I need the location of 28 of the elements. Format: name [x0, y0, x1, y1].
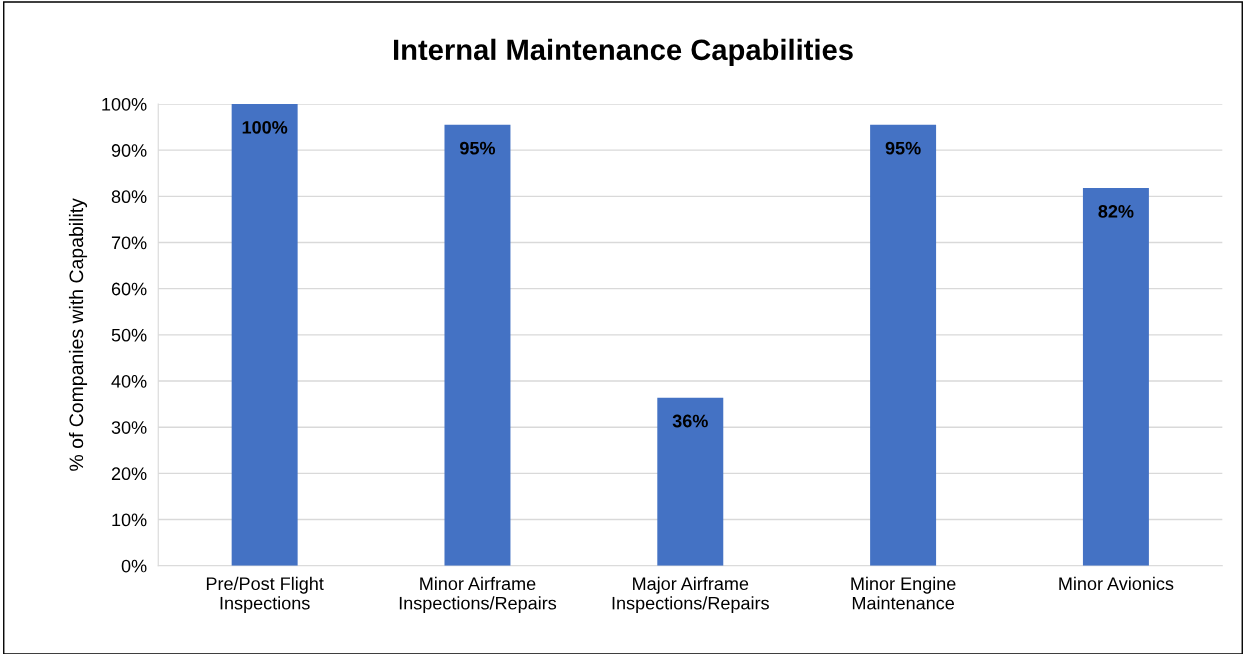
y-tick-label: 30%	[111, 421, 147, 434]
bar	[1082, 188, 1149, 566]
y-tick-label: 0%	[121, 559, 147, 573]
bar	[870, 124, 937, 566]
bar	[231, 103, 298, 566]
y-tick-label: 70%	[111, 236, 147, 250]
data-label: 100%	[242, 120, 288, 134]
data-label: 36%	[672, 414, 708, 428]
y-tick-label: 100%	[102, 97, 147, 111]
bar	[444, 124, 511, 566]
y-tick-label: 40%	[111, 374, 147, 388]
x-tick-label: Minor Engine Maintenance	[851, 576, 956, 610]
x-tick-label: Minor Airframe Inspections/Repairs	[399, 576, 557, 614]
y-tick-label: 50%	[111, 328, 147, 342]
data-label: 82%	[1098, 205, 1134, 218]
x-tick-label: Minor Avionics	[1059, 576, 1174, 591]
y-axis-title: % of Companies with Capability	[68, 198, 88, 471]
x-tick-label: Major Airframe Inspections/Repairs	[612, 576, 769, 614]
y-tick-label: 80%	[111, 190, 147, 204]
y-tick-label: 60%	[111, 282, 147, 296]
y-tick-label: 90%	[111, 144, 147, 157]
x-tick-label: Pre/Post Flight Inspections	[206, 576, 324, 614]
y-tick-label: 10%	[112, 513, 147, 527]
data-label: 95%	[885, 141, 921, 155]
bar	[657, 397, 724, 566]
y-tick-label: 20%	[111, 467, 147, 481]
chart-title: Internal Maintenance Capabilities	[394, 38, 853, 66]
data-label: 95%	[460, 141, 496, 155]
